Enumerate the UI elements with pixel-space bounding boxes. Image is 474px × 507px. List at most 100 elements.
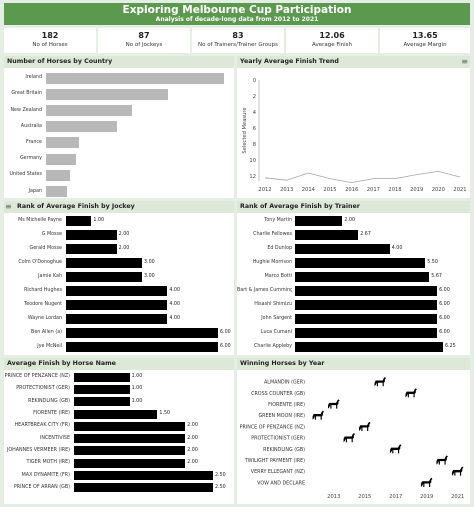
- bar-category-label: Richard Hughes: [24, 288, 62, 293]
- bar-category-label: Colm O'Donoghue: [18, 260, 62, 265]
- x-tick-label: 2018: [388, 187, 401, 193]
- bar: [74, 483, 213, 493]
- bar: [74, 446, 186, 456]
- country-chart-title: Number of Horses by Country: [4, 56, 234, 68]
- bar: [74, 434, 186, 444]
- horse-chart-panel: Average Finish by Horse Name PRINCE OF P…: [4, 358, 234, 504]
- bar-category-label: Ed Dunlop: [267, 246, 292, 251]
- bar-category-label: Wayne Lordan: [27, 316, 62, 321]
- x-tick-label: 2012: [258, 187, 271, 193]
- winner-horse-label: VERRY ELLEGANT (NZ): [251, 469, 305, 475]
- bar-category-label: PROTECTIONIST (GER): [16, 386, 70, 392]
- bar-value-label: 4.00: [169, 288, 181, 293]
- bar: [46, 72, 225, 84]
- bar-value-label: 1.00: [93, 218, 105, 223]
- bar-category-label: Great Britain: [11, 91, 42, 97]
- country-chart-panel: Number of Horses by Country Ireland Great…: [4, 56, 234, 198]
- bar-category-label: PRINCE OF PENZANCE (NZ): [4, 374, 70, 380]
- bar: [66, 342, 218, 352]
- x-tick-label: 2017: [389, 494, 402, 500]
- bar: [66, 300, 168, 310]
- bar-value-label: 2.00: [344, 218, 356, 223]
- bar-value-label: 6.00: [220, 344, 231, 349]
- winners-chart-title: Winning Horses by Year: [237, 358, 470, 370]
- y-tick-label: 0: [253, 78, 256, 84]
- kpi-trainers: 83 No of Trainers/Trainer Groups: [192, 28, 284, 53]
- bar: [46, 121, 118, 133]
- bar: [74, 397, 130, 407]
- bar: [295, 314, 438, 324]
- bar-category-label: United States: [9, 172, 42, 178]
- kpi-value: 87: [138, 31, 150, 40]
- dashboard-subtitle: Analysis of decade-long data from 2012 t…: [155, 16, 319, 23]
- horse-icon: [359, 421, 371, 431]
- trend-menu-icon[interactable]: ≡: [461, 57, 468, 66]
- bar-category-label: Jamie Kah: [38, 274, 62, 279]
- bar: [46, 169, 70, 181]
- bar-category-label: HEARTBREAK CITY (FR): [14, 423, 70, 429]
- bar: [74, 372, 130, 382]
- winner-horse-label: ALMANDIN (GER): [264, 380, 305, 386]
- bar-value-label: 3.00: [144, 274, 155, 279]
- x-tick-label: 2013: [327, 494, 340, 500]
- kpi-label: Average Finish: [312, 42, 352, 48]
- trainer-chart-title: Rank of Average Finish by Trainer: [237, 201, 470, 213]
- bar-value-label: 2.00: [187, 447, 198, 453]
- bar-category-label: Luca Cumani: [260, 330, 292, 335]
- x-tick-label: 2019: [420, 494, 433, 500]
- horse-icon: [374, 377, 387, 387]
- trend-chart-panel: Yearly Average Finish Trend ≡ 0 2 4 6 8 10 12 2…: [237, 56, 470, 198]
- x-tick-label: 2017: [367, 187, 380, 193]
- bar: [66, 314, 168, 324]
- bar-value-label: 4.00: [169, 316, 181, 321]
- x-tick-label: 2020: [432, 187, 445, 193]
- kpi-label: No of Jockeys: [125, 42, 163, 48]
- bar: [295, 272, 430, 282]
- bar-value-label: 6.00: [220, 330, 231, 335]
- bar: [74, 458, 186, 468]
- winner-horse-label: TWILIGHT PAYMENT (IRE): [244, 458, 305, 464]
- bar-category-label: Teodore Nugent: [24, 302, 62, 307]
- bar-value-label: 6.25: [445, 344, 456, 349]
- x-tick-label: 2015: [358, 494, 371, 500]
- bar-value-label: 1.50: [159, 411, 171, 417]
- bar-category-label: Tony Martin: [264, 218, 292, 223]
- bar-category-label: Jye McNeil: [37, 344, 62, 349]
- bar: [295, 258, 426, 268]
- bar-category-label: Gerald Mosse: [29, 246, 62, 251]
- winner-horse-label: CROSS COUNTER (GB): [251, 391, 305, 397]
- horse-icon: [451, 466, 464, 476]
- bar-category-label: JOHANNES VERMEER (IRE): [6, 447, 70, 453]
- y-axis-title: Selected Measure: [242, 107, 248, 153]
- bar-value-label: 5.67: [431, 274, 442, 279]
- bar: [295, 342, 443, 352]
- bar-category-label: Charlie Appleby: [254, 344, 292, 349]
- bar-value-label: 4.00: [391, 246, 403, 251]
- x-tick-label: 2021: [453, 187, 466, 193]
- bar-category-label: TIGER MOTH (IRE): [26, 460, 70, 466]
- y-tick-label: 4: [253, 110, 257, 116]
- kpi-value: 13.65: [412, 31, 438, 40]
- y-tick-label: 2: [253, 94, 256, 100]
- kpi-row: 182 No of Horses 87 No of Jockeys 83 No of …: [4, 28, 470, 53]
- bar: [66, 230, 117, 240]
- jockey-menu-icon[interactable]: ≡: [5, 202, 12, 211]
- bar: [66, 272, 142, 282]
- x-tick-label: 2014: [302, 187, 316, 193]
- bar: [74, 409, 158, 419]
- kpi-label: Average Margin: [403, 42, 447, 48]
- bar-value-label: 6.00: [439, 330, 450, 335]
- bar-value-label: 1.00: [131, 374, 143, 380]
- kpi-average-margin: 13.65 Average Margin: [380, 28, 470, 53]
- horse-chart-title: Average Finish by Horse Name: [4, 358, 234, 370]
- bar: [46, 153, 76, 165]
- bar-value-label: 6.00: [439, 316, 450, 321]
- bar-category-label: Hisashi Shimizu: [254, 302, 292, 307]
- bar-category-label: New Zealand: [10, 107, 42, 113]
- horse-icon: [405, 388, 417, 398]
- horse-icon: [436, 455, 448, 465]
- dashboard-banner: Exploring Melbourne Cup Participation An…: [4, 3, 470, 25]
- bar-value-label: 2.00: [118, 232, 130, 237]
- winner-horse-label: FIORENTE (IRE): [268, 402, 305, 408]
- bar-category-label: Marco Botti: [264, 274, 292, 279]
